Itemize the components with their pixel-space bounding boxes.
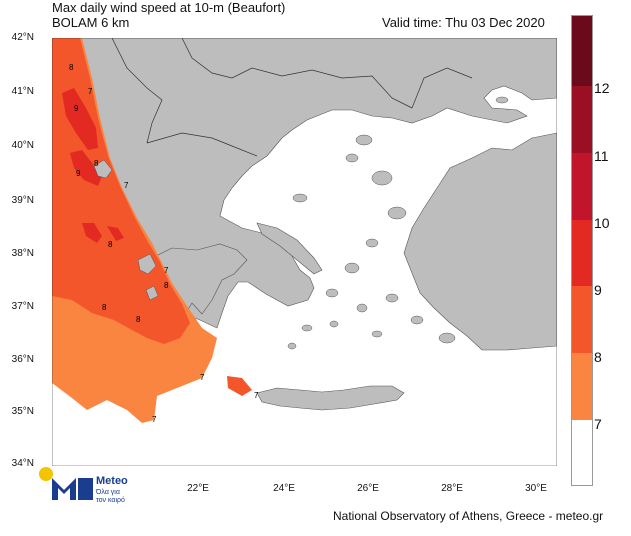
lat-label: 38°N [11, 248, 34, 259]
lat-label: 37°N [11, 301, 34, 312]
contour-label: 7 [200, 373, 205, 382]
colorbar-swatch-12 [572, 86, 592, 153]
lon-label: 26°E [357, 483, 379, 494]
land-anatolia [403, 132, 557, 351]
lon-label: 24°E [273, 483, 295, 494]
contour-label: 7 [164, 266, 169, 275]
logo-slogan: Όλα για τον καιρό [96, 489, 125, 504]
country-borders [111, 38, 473, 157]
lat-label: 35°N [11, 406, 34, 417]
m-mark-icon [52, 478, 76, 500]
lon-label: 28°E [441, 483, 463, 494]
aegean-islands [287, 96, 509, 350]
lat-label: 36°N [11, 354, 34, 365]
lat-label: 39°N [11, 195, 34, 206]
colorbar-label: 10 [594, 215, 610, 231]
contour-label: 8 [108, 240, 113, 249]
contour-label: 8 [136, 315, 141, 324]
lat-label: 34°N [11, 458, 34, 469]
lon-label: 30°E [525, 483, 547, 494]
island-corfu [93, 159, 113, 179]
island-zakynthos [145, 285, 159, 301]
model-name: BOLAM 6 km [52, 15, 130, 30]
colorbar-label: 11 [594, 148, 609, 164]
contour-label: 7 [124, 181, 129, 190]
lat-label: 41°N [11, 86, 34, 97]
contour-label: 8 [164, 281, 169, 290]
contour-label: 7 [88, 87, 93, 96]
colorbar-swatch-9 [572, 286, 592, 353]
colorbar-label: 9 [594, 282, 602, 298]
map-panel: 8 7 9 8 9 7 8 7 8 8 8 7 7 7 [52, 38, 557, 466]
contour-label: 9 [76, 169, 81, 178]
colorbar-swatch-10 [572, 220, 592, 286]
colorbar-swatch-8 [572, 353, 592, 420]
island-kefalonia [137, 253, 157, 275]
colorbar-label: 7 [594, 416, 602, 432]
valid-time: Valid time: Thu 03 Dec 2020 [382, 15, 545, 30]
contour-label: 8 [102, 303, 107, 312]
logo-name: Meteo [96, 475, 128, 487]
lon-label: 22°E [187, 483, 209, 494]
sun-icon [39, 467, 53, 481]
wind-patch-kythira [227, 376, 252, 396]
colorbar [571, 15, 593, 486]
credit-text: National Observatory of Athens, Greece -… [333, 509, 604, 523]
land-euboea [256, 222, 323, 275]
wind-zone-9 [62, 88, 124, 243]
contour-label: 7 [152, 415, 157, 424]
colorbar-label: 8 [594, 349, 602, 365]
map-title: Max daily wind speed at 10-m (Beaufort) [52, 0, 286, 15]
lat-label: 40°N [11, 140, 34, 151]
meteo-logo [39, 467, 93, 500]
land-crete [256, 385, 405, 411]
contour-label: 8 [69, 63, 74, 72]
lat-label: 42°N [11, 32, 34, 43]
colorbar-label: 12 [594, 80, 610, 96]
colorbar-swatch-7 [572, 420, 592, 485]
colorbar-swatch-11 [572, 153, 592, 220]
colorbar-swatch-13 [572, 16, 592, 86]
contour-label: 8 [94, 159, 99, 168]
contour-label: 9 [74, 104, 79, 113]
contour-label: 7 [254, 391, 259, 400]
